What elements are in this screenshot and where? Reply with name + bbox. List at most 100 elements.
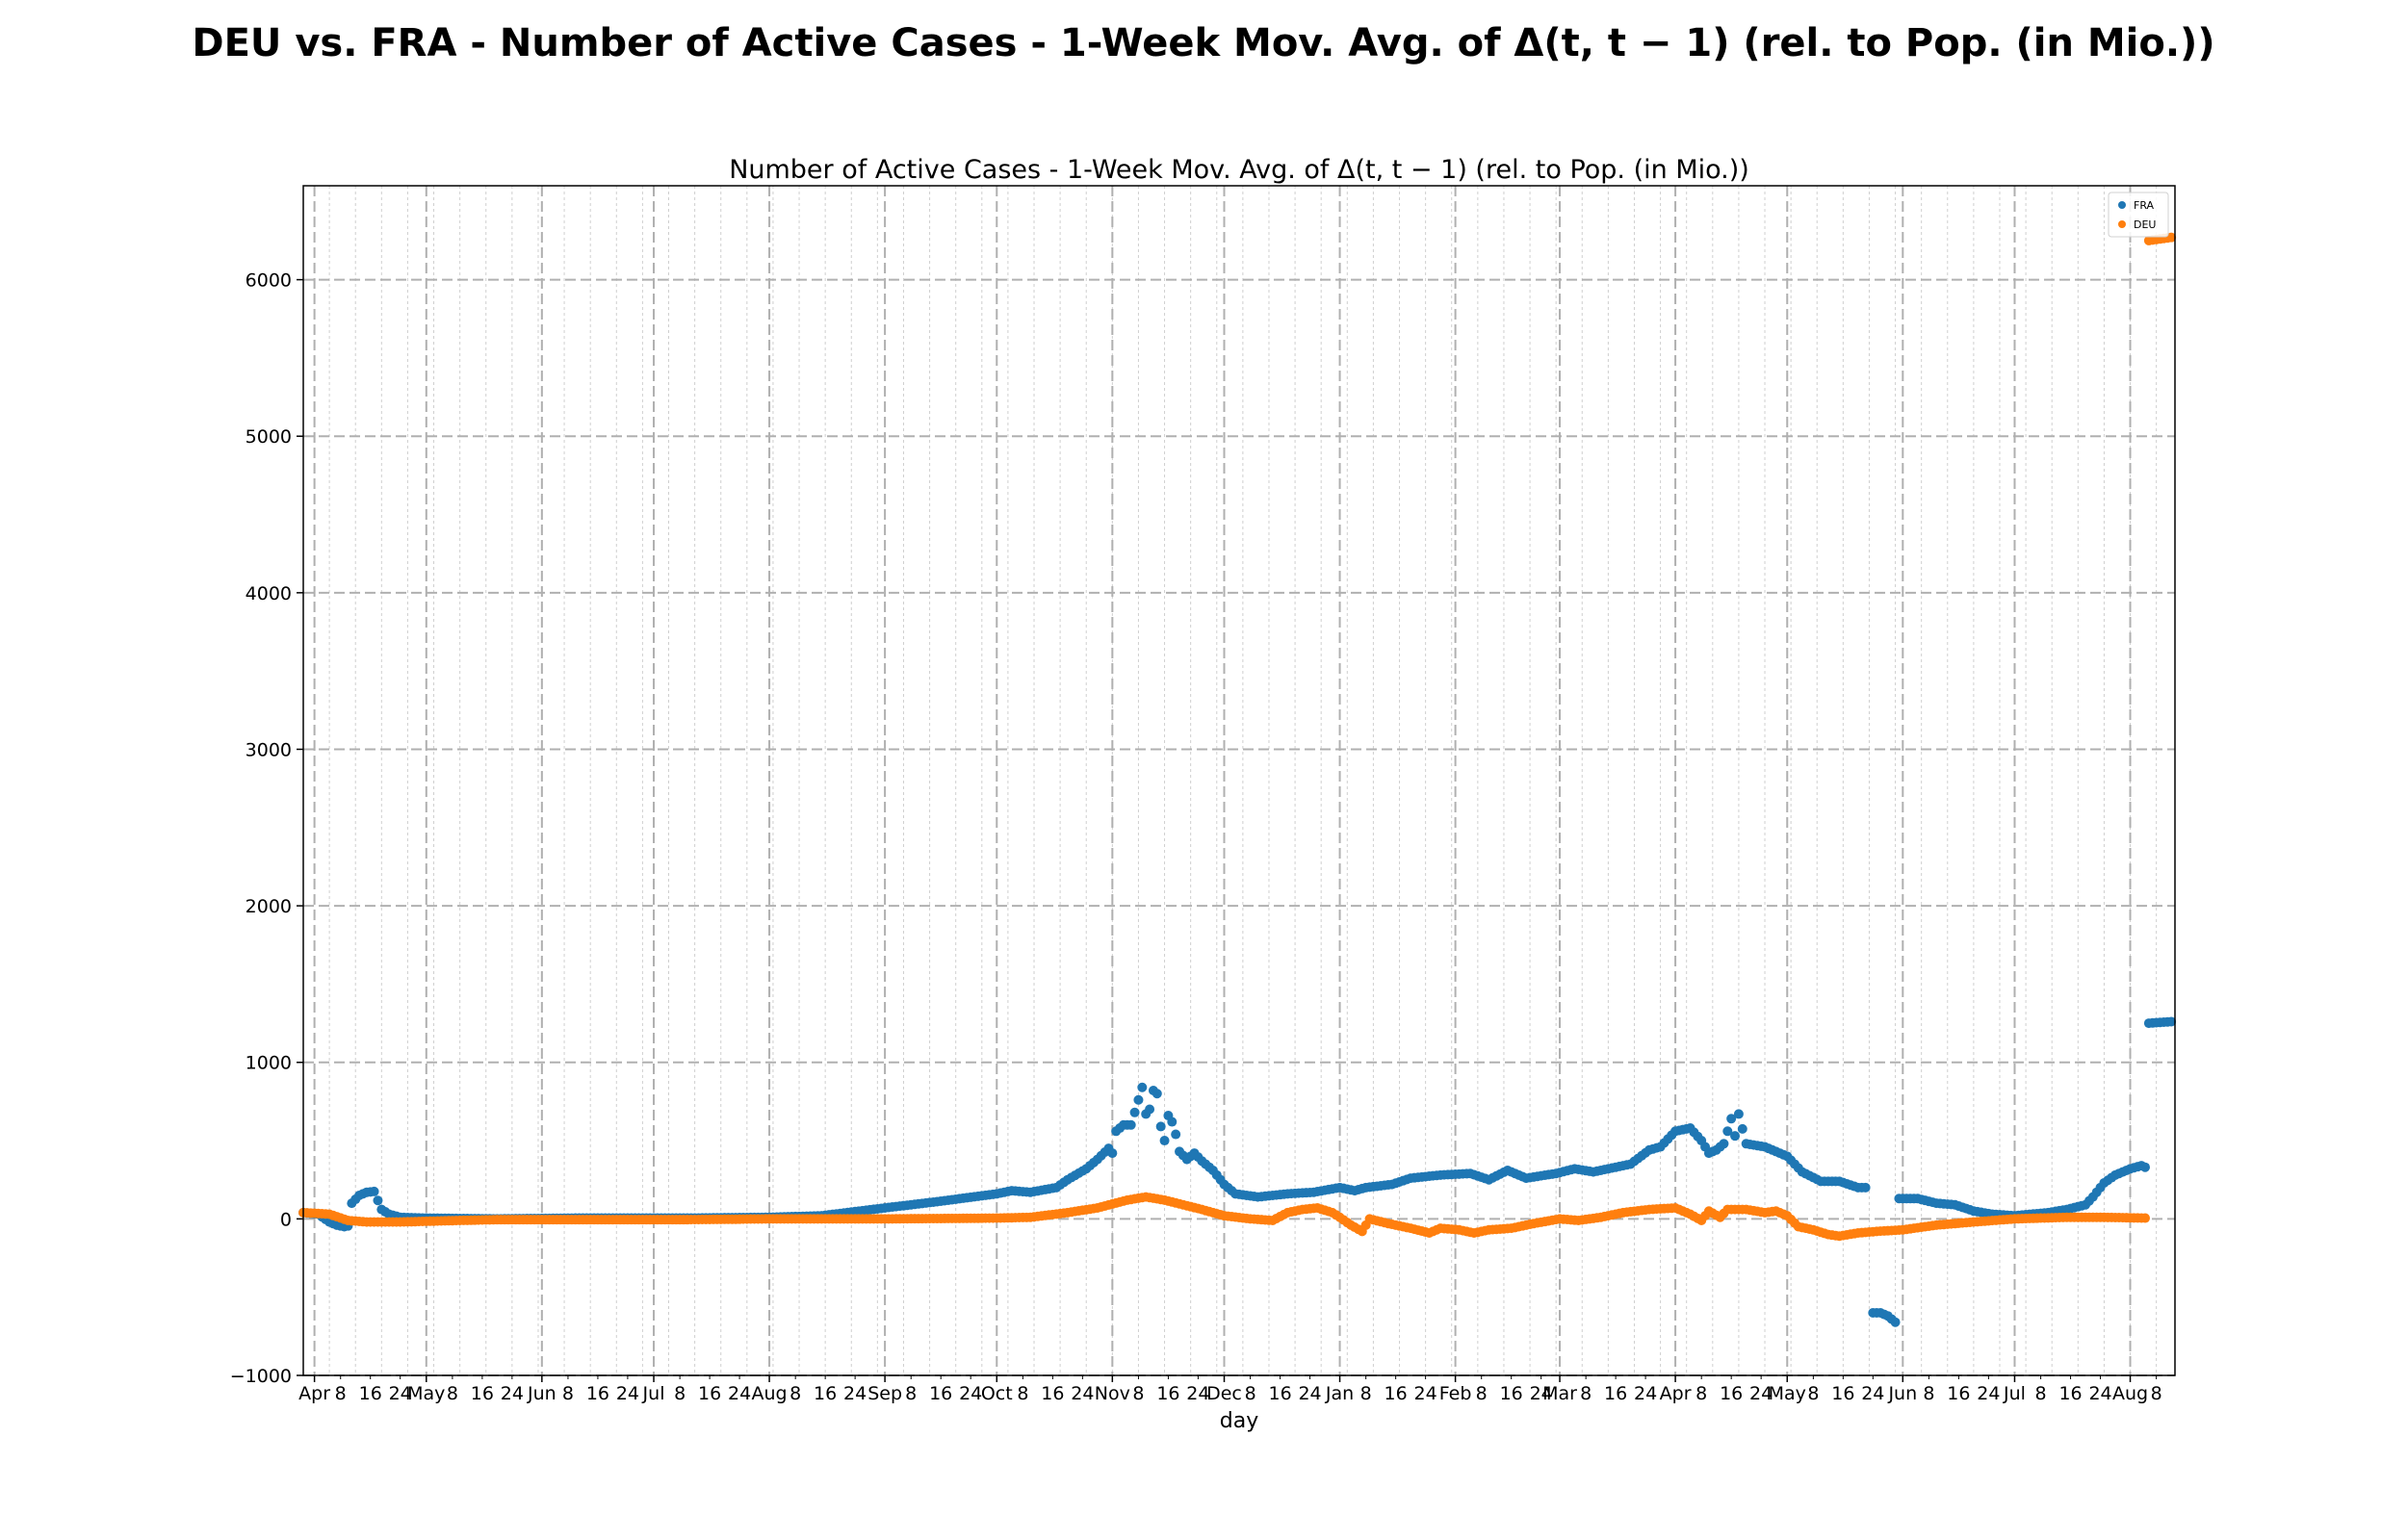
- x-minor-tick-label: 24: [1414, 1383, 1437, 1404]
- x-minor-tick-label: 8: [1476, 1383, 1488, 1404]
- x-minor-tick-label: 8: [1923, 1383, 1934, 1404]
- x-minor-tick-label: 24: [616, 1383, 639, 1404]
- series-layer: [298, 232, 2177, 1327]
- plot-frame: [302, 185, 2176, 1376]
- x-minor-tick-label: 16: [1041, 1383, 1064, 1404]
- data-point: [1726, 1114, 1737, 1124]
- x-minor-tick-label: 8: [335, 1383, 347, 1404]
- x-tick-label: Oct: [981, 1383, 1013, 1404]
- x-minor-tick-label: 24: [1530, 1383, 1553, 1404]
- data-point: [1167, 1116, 1178, 1127]
- x-minor-tick-label: 8: [562, 1383, 574, 1404]
- series-deu: [298, 232, 2177, 1242]
- y-tick-label: 0: [280, 1209, 292, 1230]
- data-point: [1152, 1089, 1162, 1099]
- data-point: [1137, 1082, 1148, 1092]
- x-tick-label: Jul: [2003, 1383, 2026, 1404]
- data-point: [1733, 1109, 1744, 1119]
- data-point: [1171, 1129, 1181, 1140]
- x-minor-tick-label: 16: [586, 1383, 609, 1404]
- data-point: [2140, 1162, 2151, 1172]
- x-minor-tick-label: 16: [1269, 1383, 1292, 1404]
- x-minor-tick-label: 24: [728, 1383, 751, 1404]
- x-minor-tick-label: 24: [1977, 1383, 2000, 1404]
- x-minor-tick-label: 24: [959, 1383, 982, 1404]
- y-tick-label: 4000: [246, 583, 292, 604]
- axes-title: Number of Active Cases - 1-Week Mov. Avg…: [729, 155, 1749, 185]
- data-point: [1890, 1317, 1901, 1327]
- x-minor-tick-label: 8: [905, 1383, 917, 1404]
- data-point: [1155, 1121, 1166, 1132]
- x-tick-label: Jun: [527, 1383, 556, 1404]
- x-tick-label: May: [407, 1383, 445, 1404]
- y-tick-label: 2000: [246, 896, 292, 917]
- x-tick-label: Jun: [1887, 1383, 1917, 1404]
- x-tick-label: Aug: [752, 1383, 788, 1404]
- data-point: [1145, 1104, 1155, 1115]
- x-minor-tick-label: 8: [447, 1383, 458, 1404]
- x-minor-tick-label: 24: [2088, 1383, 2111, 1404]
- x-tick-label: Jan: [1325, 1383, 1354, 1404]
- x-minor-tick-label: 16: [471, 1383, 494, 1404]
- x-tick-label: Feb: [1439, 1383, 1472, 1404]
- figure-title: DEU vs. FRA - Number of Active Cases - 1…: [192, 21, 2215, 65]
- x-minor-tick-label: 24: [1749, 1383, 1773, 1404]
- minor-gridlines: [302, 186, 2158, 1375]
- x-minor-tick-label: 8: [674, 1383, 686, 1404]
- x-minor-tick-label: 24: [1298, 1383, 1321, 1404]
- data-point: [1737, 1123, 1747, 1134]
- x-minor-tick-label: 16: [1604, 1383, 1627, 1404]
- y-axis: −1000 0 1000 2000 3000 4000 5000 6000: [230, 270, 303, 1387]
- legend: FRA DEU: [2108, 192, 2169, 238]
- data-point: [1860, 1182, 1871, 1193]
- x-minor-tick-label: 24: [1861, 1383, 1884, 1404]
- x-minor-tick-label: 8: [1580, 1383, 1592, 1404]
- data-point: [1107, 1148, 1118, 1159]
- y-tick-label: −1000: [230, 1366, 292, 1387]
- x-tick-label: Aug: [2112, 1383, 2148, 1404]
- x-tick-label: Dec: [1206, 1383, 1242, 1404]
- x-minor-tick-label: 24: [389, 1383, 412, 1404]
- legend-marker: [2118, 201, 2126, 209]
- x-tick-label: Apr: [298, 1383, 330, 1404]
- x-tick-label: Mar: [1542, 1383, 1577, 1404]
- data-point: [2166, 1016, 2177, 1027]
- x-axis-label: day: [1220, 1409, 1258, 1433]
- x-tick-label: Sep: [867, 1383, 902, 1404]
- x-minor-tick-label: 8: [1695, 1383, 1707, 1404]
- x-minor-tick-label: 24: [1186, 1383, 1209, 1404]
- x-minor-tick-label: 16: [814, 1383, 837, 1404]
- y-tick-label: 6000: [246, 270, 292, 292]
- x-tick-label: Nov: [1095, 1383, 1130, 1404]
- x-tick-label: May: [1769, 1383, 1806, 1404]
- x-minor-tick-label: 24: [1071, 1383, 1094, 1404]
- x-minor-tick-label: 8: [1132, 1383, 1144, 1404]
- data-point: [369, 1186, 379, 1196]
- x-minor-tick-label: 24: [843, 1383, 867, 1404]
- x-tick-label: Apr: [1660, 1383, 1692, 1404]
- x-tick-label: Jul: [642, 1383, 665, 1404]
- legend-label: DEU: [2134, 218, 2156, 231]
- x-minor-tick-label: 8: [1017, 1383, 1028, 1404]
- x-minor-tick-label: 16: [2058, 1383, 2082, 1404]
- data-point: [1129, 1107, 1140, 1117]
- y-tick-label: 5000: [246, 426, 292, 448]
- data-point: [1730, 1131, 1741, 1142]
- data-point: [1126, 1119, 1136, 1130]
- x-minor-tick-label: 8: [2035, 1383, 2047, 1404]
- x-minor-tick-label: 8: [1245, 1383, 1256, 1404]
- data-point: [2166, 232, 2177, 243]
- y-tick-label: 1000: [246, 1053, 292, 1074]
- x-minor-tick-label: 16: [1720, 1383, 1743, 1404]
- x-minor-tick-label: 16: [1831, 1383, 1854, 1404]
- x-minor-tick-label: 16: [1947, 1383, 1970, 1404]
- series-fra: [298, 1016, 2177, 1327]
- legend-marker: [2118, 220, 2126, 228]
- data-point: [1133, 1094, 1144, 1105]
- data-point: [1719, 1139, 1729, 1149]
- data-point: [2140, 1213, 2151, 1223]
- x-minor-tick-label: 16: [698, 1383, 721, 1404]
- data-point: [1722, 1126, 1733, 1137]
